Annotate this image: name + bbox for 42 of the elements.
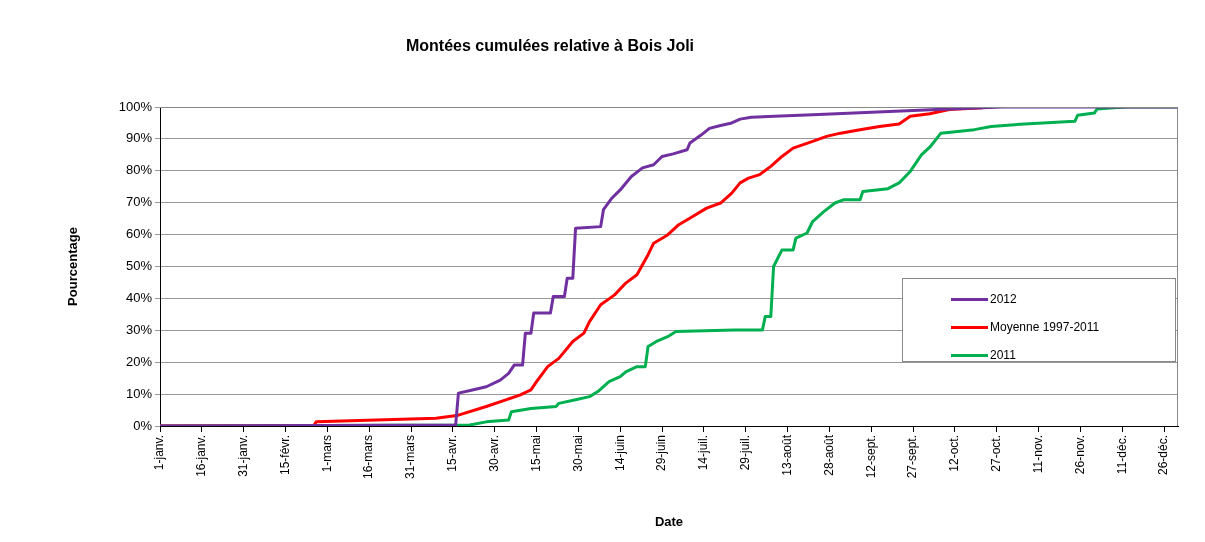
legend-label: Moyenne 1997-2011 [990,320,1100,334]
y-tick-label: 90% [125,130,153,146]
x-tick-label: 15-mai [528,435,543,472]
y-tick-label: 70% [125,194,153,210]
x-tick-label: 30-mai [570,435,585,472]
x-tick-label: 29-juin [654,435,669,472]
x-tick-label: 26-nov. [1072,435,1087,475]
x-tick-label: 26-déc. [1156,435,1171,476]
y-axis-title: Pourcentage [65,227,81,306]
x-tick-label: 15-avr. [445,435,460,472]
x-tick-label: 27-sept. [905,435,920,479]
y-tick-label: 20% [125,353,153,369]
x-tick-label: 30-avr. [487,435,501,472]
x-tick-label: 31-janv. [235,435,250,477]
x-tick-label: 14-juil. [696,435,711,471]
y-tick-label: 50% [125,258,153,274]
y-tick-label: 60% [125,226,153,242]
x-tick-label: 12-sept. [863,435,878,479]
x-tick-label: 16-mars [361,435,376,480]
x-tick-label: 1-janv. [152,435,167,471]
y-tick-label: 10% [125,385,153,401]
x-tick-label: 15-févr. [277,435,292,476]
chart-title: Montées cumulées relative à Bois Joli [405,37,695,55]
x-tick-label: 11-déc. [1114,435,1129,475]
y-tick-label: 30% [125,321,153,337]
x-tick-label: 31-mars [403,435,418,480]
x-tick-label: 16-janv. [194,435,209,477]
x-tick-label: 28-août [821,434,836,476]
y-tick-label: 100% [118,98,153,114]
y-tick-label: 0% [133,417,153,433]
x-tick-label: 29-juil. [738,435,753,471]
y-tick-label: 80% [125,162,153,178]
x-tick-label: 27-oct. [989,435,1004,472]
legend-label: 2011 [990,348,1016,362]
x-tick-label: 1-mars [319,435,334,473]
y-tick-label: 40% [125,289,153,305]
x-tick-label: 14-juin [612,435,627,472]
x-tick-label: 13-août [779,434,794,476]
x-tick-label: 12-oct. [947,435,962,472]
legend-label: 2012 [990,292,1017,306]
x-axis-title: Date [654,513,684,529]
x-tick-label: 11-nov. [1030,435,1045,474]
